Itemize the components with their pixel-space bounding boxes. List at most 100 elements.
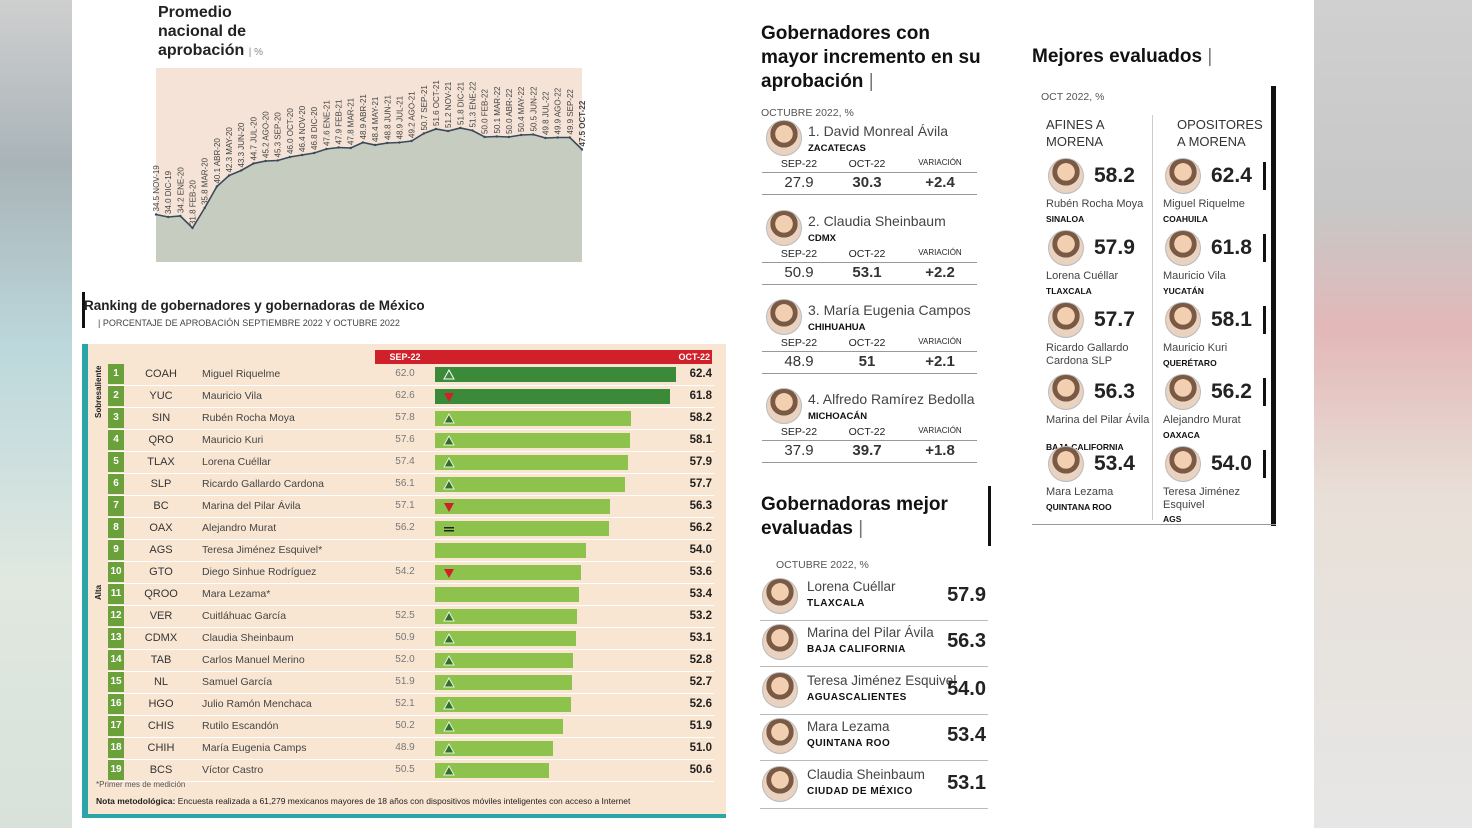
portrait-icon xyxy=(762,718,798,754)
approval-point xyxy=(288,155,292,159)
approval-label: 51.6 OCT-21 xyxy=(432,80,441,126)
governor-name: Teresa Jiménez Esquivel xyxy=(807,673,957,688)
mejores-subtitle: OCT 2022, % xyxy=(1041,91,1105,103)
approval-point xyxy=(325,147,328,151)
rank-number: 1 xyxy=(108,364,124,384)
rank-number: 9 xyxy=(108,540,124,560)
approval-label: 40.1 ABR-20 xyxy=(213,138,222,184)
oct22-bar xyxy=(435,455,628,470)
ranking-title: Ranking de gobernadores y gobernadoras d… xyxy=(84,298,425,313)
up-arrow-icon xyxy=(443,456,455,468)
table-row: 19 BCS Víctor Castro 50.5 50.6 xyxy=(108,760,714,782)
approval-label: 48.9 ABR-21 xyxy=(359,94,368,140)
sep22-value: 57.4 xyxy=(395,456,415,467)
approval-label: 49.8 JUL-22 xyxy=(541,91,550,135)
approval-label: 51.8 DIC-21 xyxy=(456,81,465,125)
column-labels: SEP-22 OCT-22 VARIACIÓN xyxy=(762,426,977,441)
approval-label: 45.2 AGO-20 xyxy=(262,111,271,158)
state-name: SINALOA xyxy=(1046,214,1085,224)
oct22-value: 56.2 xyxy=(689,522,712,534)
group-label-top: Sobresaliente xyxy=(94,365,103,418)
oct22-value: 53.6 xyxy=(689,566,712,578)
approval-point xyxy=(166,215,170,219)
oct22-bar xyxy=(435,411,631,426)
sep22-value: 57.6 xyxy=(395,434,415,445)
variation-value: +1.8 xyxy=(925,442,955,459)
column-values: 37.9 39.7 +1.8 xyxy=(762,442,977,463)
oct22-bar xyxy=(435,521,609,536)
governor-name: Mara Lezama xyxy=(1046,486,1114,498)
approval-point xyxy=(398,141,401,144)
table-row: 2 YUC Mauricio Vila 62.6 61.8 xyxy=(108,386,714,408)
approval-point xyxy=(154,213,158,216)
governor-name: Mauricio Kuri xyxy=(1163,342,1228,354)
oct22-value: 62.4 xyxy=(689,368,712,380)
mejor-item-right: 58.1 Mauricio Kuri QUERÉTARO xyxy=(1163,302,1283,374)
approval-label: 49.9 SEP-22 xyxy=(566,89,575,135)
approval-point xyxy=(300,153,304,157)
up-arrow-icon xyxy=(443,698,455,710)
approval-value: 58.1 xyxy=(1211,308,1252,331)
governor-name: Marina del Pilar Ávila xyxy=(202,500,301,512)
approval-point xyxy=(495,135,498,138)
up-arrow-icon xyxy=(443,478,455,490)
portrait-icon xyxy=(1165,302,1201,338)
table-row: 5 TLAX Lorena Cuéllar 57.4 57.9 xyxy=(108,452,714,474)
governor-name: Lorena Cuéllar xyxy=(807,579,896,594)
governor-name: Teresa Jiménez Esquivel xyxy=(1163,486,1241,511)
value-accent xyxy=(1263,234,1266,262)
governor-name: Víctor Castro xyxy=(202,764,264,776)
state-name: BAJA CALIFORNIA xyxy=(807,644,906,655)
approval-label: 42.3 MAY-20 xyxy=(225,127,234,173)
col-opositores: OPOSITORES A MORENA xyxy=(1177,117,1263,149)
rank-number: 18 xyxy=(108,738,124,758)
oct22-value: 53.2 xyxy=(689,610,712,622)
approval-label: 50.0 FEB-22 xyxy=(481,89,490,134)
oct22-value: 61.8 xyxy=(689,390,712,402)
governor-name: Mauricio Vila xyxy=(202,390,262,402)
approval-label: 50.7 SEP-21 xyxy=(420,85,429,131)
col-var-label: VARIACIÓN xyxy=(918,426,962,435)
oct22-value: 58.2 xyxy=(689,412,712,424)
oct22-value: 52.6 xyxy=(689,698,712,710)
approval-point xyxy=(240,169,243,172)
state-name: ZACATECAS xyxy=(808,143,866,154)
table-row: 6 SLP Ricardo Gallardo Cardona 56.1 57.7 xyxy=(108,474,714,496)
portrait-icon xyxy=(1048,374,1084,410)
rank-number: 16 xyxy=(108,694,124,714)
col-sep-label: SEP-22 xyxy=(780,337,818,349)
col-oct-label: OCT-22 xyxy=(848,337,886,349)
gobernadoras-subtitle: OCTUBRE 2022, % xyxy=(776,559,869,571)
state-code: YUC xyxy=(149,390,173,402)
oct22-bar xyxy=(435,565,581,580)
oct22-bar xyxy=(435,609,577,624)
down-arrow-icon xyxy=(443,390,455,402)
sep22-value: 57.8 xyxy=(395,412,415,423)
state-code: TLAX xyxy=(147,456,175,468)
state-code: COAH xyxy=(145,368,177,380)
incremento-title: Gobernadores con mayor incremento en su … xyxy=(761,23,981,92)
approval-label: 48.8 JUN-21 xyxy=(383,95,392,140)
approval-label: 43.3 JUN-20 xyxy=(237,122,246,167)
portrait-icon xyxy=(1165,230,1201,266)
approval-point xyxy=(544,136,547,140)
mejores-title: Mejores evaluados | xyxy=(1032,46,1213,67)
approval-label: 51.3 ENE-22 xyxy=(468,81,477,127)
equal-arrow-icon xyxy=(443,522,455,534)
oct-value: 51 xyxy=(858,353,876,370)
oct22-value: 57.9 xyxy=(689,456,712,468)
portrait-icon xyxy=(766,388,802,424)
column-values: 48.9 51 +2.1 xyxy=(762,353,977,374)
mejor-item-right: 56.2 Alejandro Murat OAXACA xyxy=(1163,374,1283,446)
rank-number: 10 xyxy=(108,562,124,582)
governor-name: Julio Ramón Menchaca xyxy=(202,698,312,710)
state-name: TLAXCALA xyxy=(1046,286,1092,296)
state-name: COAHUILA xyxy=(1163,214,1208,224)
increment-item: 3. María Eugenia Campos CHIHUAHUA SEP-22 OC… xyxy=(762,299,977,387)
approval-point xyxy=(349,146,352,150)
header-sep22: SEP-22 xyxy=(375,350,435,364)
table-row: 12 VER Cuitláhuac García 52.5 53.2 xyxy=(108,606,714,628)
col-oct-label: OCT-22 xyxy=(848,158,886,170)
col-var-label: VARIACIÓN xyxy=(918,158,962,167)
governor-name: Lorena Cuéllar xyxy=(1046,270,1119,282)
